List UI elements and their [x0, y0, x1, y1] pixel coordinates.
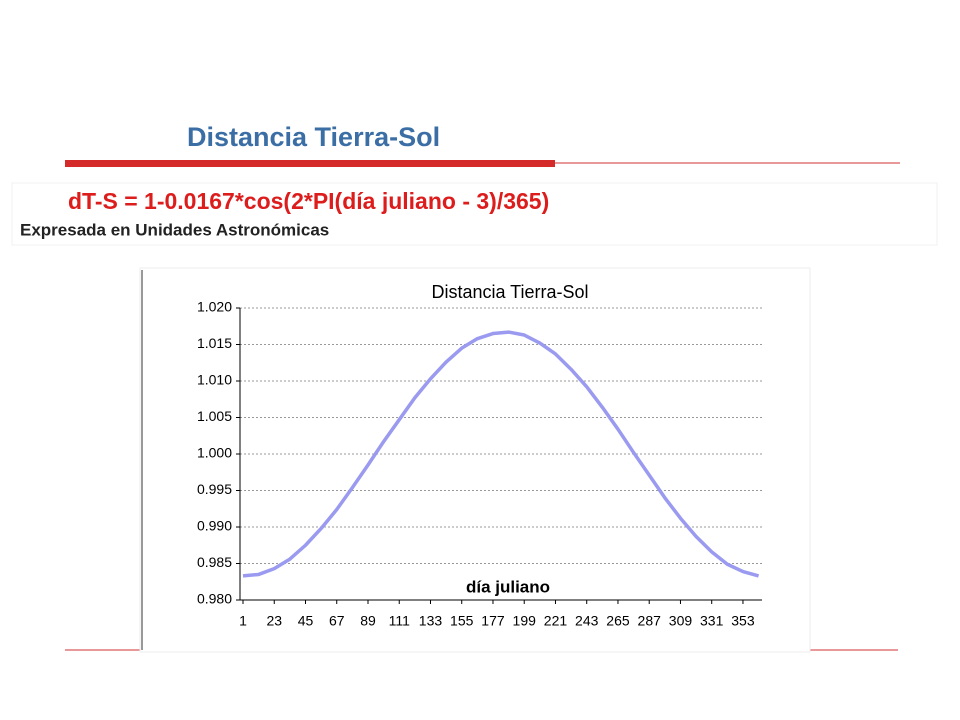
x-tick-label: 177	[481, 613, 505, 629]
formula: dT-S = 1-0.0167*cos(2*PI(día juliano - 3…	[68, 188, 549, 214]
y-tick-label: 1.020	[197, 299, 232, 315]
x-tick-label: 23	[266, 613, 282, 629]
x-tick-label: 265	[606, 613, 630, 629]
rule-thick	[65, 160, 555, 167]
x-tick-label: 111	[389, 613, 410, 629]
x-tick-label: 353	[731, 613, 755, 629]
y-tick-label: 1.000	[197, 445, 232, 461]
x-tick-label: 309	[669, 613, 693, 629]
x-tick-label: 287	[638, 613, 662, 629]
x-tick-label: 89	[360, 613, 376, 629]
y-tick-label: 1.010	[197, 372, 232, 388]
chart: Distancia Tierra-Sol día juliano 0.980 0.…	[197, 282, 762, 629]
formula-box	[11, 182, 938, 246]
x-tick-label: 155	[450, 613, 474, 629]
data-line	[242, 330, 760, 578]
subtitle: Expresada en Unidades Astronómicas	[20, 220, 329, 239]
x-tick-label: 243	[575, 613, 599, 629]
x-tick-label: 331	[700, 613, 724, 629]
y-tick-label: 1.015	[197, 335, 232, 351]
x-axis-label: día juliano	[466, 577, 550, 596]
x-tick-label: 133	[419, 613, 443, 629]
y-tick-label: 0.995	[197, 481, 232, 497]
x-tick-label: 221	[544, 613, 568, 629]
x-tick-label: 67	[329, 613, 345, 629]
y-tick-label: 0.990	[197, 518, 232, 534]
y-tick-label: 0.980	[197, 591, 232, 607]
chart-area	[139, 267, 811, 653]
y-tick-label: 0.985	[197, 554, 232, 570]
y-tick-label: 1.005	[197, 408, 232, 424]
x-tick-label: 1	[239, 613, 247, 629]
slide-title: Distancia Tierra-Sol	[187, 122, 440, 152]
chart-title: Distancia Tierra-Sol	[431, 282, 588, 302]
x-tick-label: 45	[298, 613, 314, 629]
x-tick-label: 199	[513, 613, 537, 629]
